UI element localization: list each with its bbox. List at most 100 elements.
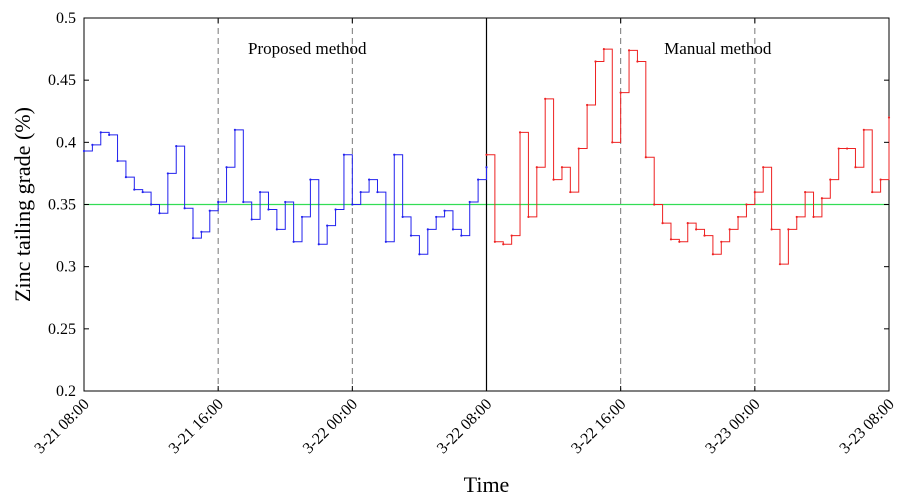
series-point [351,203,354,206]
series-point [887,116,891,119]
y-tick-label: 0.25 [48,321,76,338]
series-point [569,190,572,194]
series-point [342,153,346,156]
series-point [409,234,413,237]
annotation-proposed-method: Proposed method [248,39,367,58]
series-point [812,215,815,219]
series-point [837,147,840,150]
series-point [468,200,471,204]
series-point [778,263,782,266]
x-tick-label: 3-21 16:00 [166,396,227,457]
series-point [292,240,295,243]
series-point [116,159,119,163]
series-point [560,166,564,169]
series-point [376,190,379,194]
series-point [577,147,580,150]
series-point [225,166,228,169]
x-tick-label: 3-22 08:00 [434,396,495,457]
y-tick-label: 0.4 [56,134,76,151]
series-point [334,208,337,211]
series-point [636,60,639,63]
series-point [686,222,689,225]
x-axis-label: Time [464,472,510,497]
series-point [845,147,849,150]
series-point [711,253,715,256]
series-point [284,200,287,204]
series-point [552,178,555,181]
series-point [124,176,128,179]
series-line [486,48,890,265]
series-point [368,178,371,181]
x-tick-label: 3-23 00:00 [702,396,763,457]
series-point [183,207,186,210]
y-tick-label: 0.2 [56,383,76,400]
series-point [602,47,605,51]
series-point [502,243,505,246]
series-point [854,166,857,169]
series-point [653,203,656,206]
series-point [669,238,673,241]
series-point [133,188,136,191]
series-point [586,103,589,107]
y-tick-label: 0.45 [48,72,76,89]
series-point [359,190,362,194]
series-point [485,153,488,156]
series-point [82,149,86,153]
series-point [267,208,270,211]
series-point [770,228,773,231]
series-point [443,209,446,212]
series-point [728,228,731,231]
series-point [217,200,220,204]
series-point [460,234,463,237]
series-point [493,240,496,243]
series-point [787,228,790,231]
y-tick-label: 0.3 [56,259,76,276]
series-point [703,234,706,237]
y-tick-label: 0.35 [48,197,76,214]
series-point [871,190,874,194]
series-point [393,153,396,156]
series-point [535,166,538,169]
series-point [91,143,94,146]
x-tick-label: 3-23 08:00 [836,396,897,457]
series-point [401,215,404,219]
series-point [99,131,102,134]
series-point [661,222,664,225]
series-point [510,234,513,237]
series-point [242,200,245,204]
series-point [862,128,865,131]
series-point [191,236,195,240]
series-point [108,133,111,136]
series-point [611,141,614,144]
series-point [275,228,278,231]
series-point [435,215,438,219]
series-point [544,97,547,100]
series-group [82,47,891,266]
x-tick-label: 3-22 00:00 [300,396,361,457]
series-point [594,60,597,63]
series-point [820,197,824,200]
series-point [418,253,421,256]
x-tick-label: 3-21 08:00 [31,396,92,457]
y-axis-label: Zinc tailing grade (%) [10,107,35,302]
series-point [233,128,237,131]
series-point [720,240,723,243]
series-point [795,215,798,219]
series-point [477,178,480,181]
series-point [762,166,765,169]
series-point [149,203,153,206]
series-point [518,131,522,134]
series-point [695,228,698,231]
series-point [627,49,631,52]
series-point [317,243,320,246]
vertical-lines-group [217,18,756,391]
series-point [200,230,203,233]
series-point [753,190,756,194]
annotation-manual-method: Manual method [664,39,772,58]
series-point [384,240,387,243]
series-point [309,178,312,181]
series-point [141,190,144,194]
series-point [166,172,169,175]
series-point [619,91,622,94]
